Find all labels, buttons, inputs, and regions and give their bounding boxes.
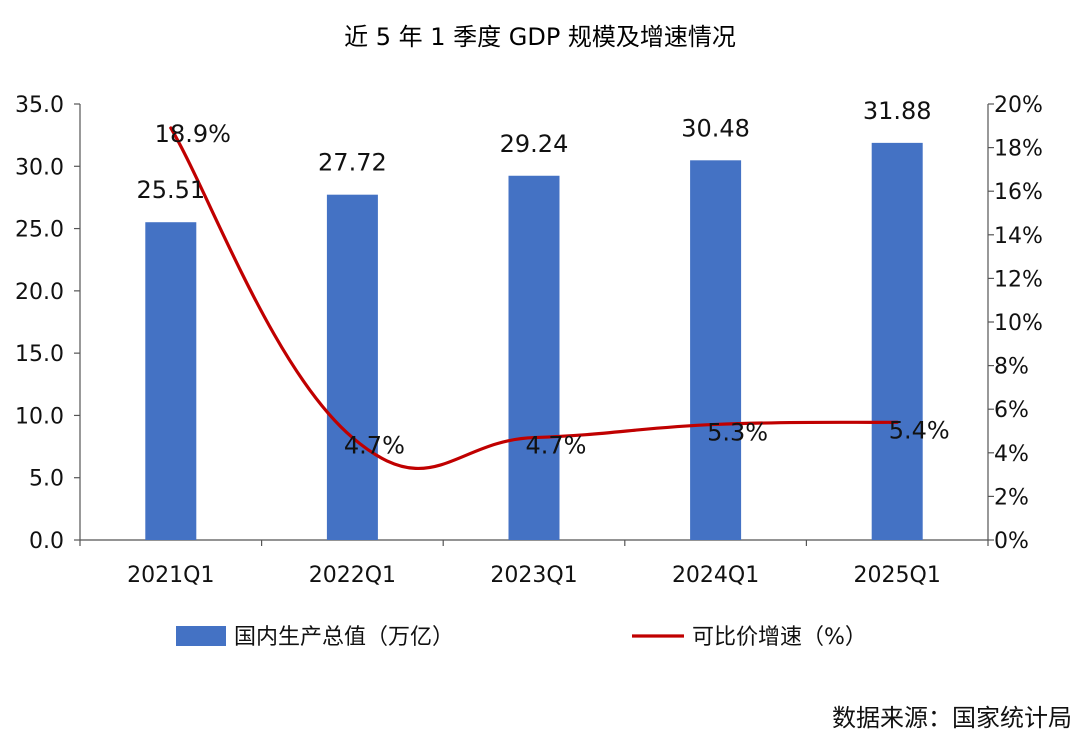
source-note: 数据来源：国家统计局 (832, 704, 1072, 732)
growth-rate-value-label: 18.9% (155, 120, 231, 148)
right-axis-tick-label: 6% (994, 398, 1029, 423)
x-axis-tick-label: 2025Q1 (854, 563, 941, 588)
right-axis-tick-label: 4% (994, 442, 1029, 467)
left-axis-tick-label: 5.0 (29, 467, 64, 492)
left-axis-tick-label: 25.0 (15, 218, 64, 243)
line-series (169, 126, 899, 470)
right-axis-tick-label: 8% (994, 355, 1029, 380)
gdp-bar-value-label: 27.72 (318, 149, 387, 177)
gdp-bar (508, 175, 560, 540)
left-axis-tick-label: 20.0 (15, 280, 64, 305)
growth-rate-value-label: 4.7% (344, 432, 405, 460)
data-labels: 25.51 27.72 29.24 30.48 31.88 18.9% 4.7% 4.7% 5.… (136, 97, 949, 460)
axes: 0.0 5.0 10.0 15.0 20.0 25.0 30.0 35.0 0% 2% 4% 6% 8%… (15, 93, 1043, 588)
left-axis-tick-label: 15.0 (15, 342, 64, 367)
x-axis-tick-label: 2024Q1 (672, 563, 759, 588)
x-axis-tick-label: 2021Q1 (127, 563, 214, 588)
gdp-bar (145, 222, 197, 540)
gdp-bar (690, 160, 742, 541)
gdp-bar-value-label: 30.48 (681, 114, 750, 142)
right-axis-tick-label: 0% (994, 529, 1029, 554)
gdp-bar-value-label: 31.88 (863, 97, 932, 125)
gdp-bar-value-label: 25.51 (136, 176, 205, 204)
x-axis-tick-label: 2023Q1 (490, 563, 577, 588)
x-axis-tick-label: 2022Q1 (309, 563, 396, 588)
right-axis-tick-label: 20% (994, 93, 1043, 118)
left-axis-tick-label: 30.0 (15, 155, 64, 180)
growth-rate-line (169, 126, 899, 470)
left-axis-tick-label: 35.0 (15, 93, 64, 118)
bar-series (145, 142, 923, 541)
legend-label-growth: 可比价增速（%） (692, 625, 867, 650)
legend-label-gdp: 国内生产总值（万亿） (234, 625, 454, 650)
growth-rate-value-label: 5.4% (889, 416, 950, 444)
gdp-bar (871, 142, 923, 541)
growth-rate-value-label: 5.3% (707, 418, 768, 446)
left-axis-tick-label: 10.0 (15, 404, 64, 429)
right-axis-tick-label: 14% (994, 224, 1043, 249)
right-axis-tick-label: 16% (994, 180, 1043, 205)
legend: 国内生产总值（万亿） 可比价增速（%） (176, 625, 867, 650)
left-axis-tick-label: 0.0 (29, 529, 64, 554)
chart-title: 近 5 年 1 季度 GDP 规模及增速情况 (344, 23, 736, 51)
right-axis-tick-label: 12% (994, 267, 1043, 292)
growth-rate-value-label: 4.7% (526, 432, 587, 460)
gdp-bar-value-label: 29.24 (500, 130, 569, 158)
legend-swatch-gdp (176, 626, 226, 646)
right-axis-tick-label: 18% (994, 137, 1043, 162)
right-axis-tick-label: 2% (994, 485, 1029, 510)
gdp-bar (326, 194, 378, 541)
right-axis-tick-label: 10% (994, 311, 1043, 336)
